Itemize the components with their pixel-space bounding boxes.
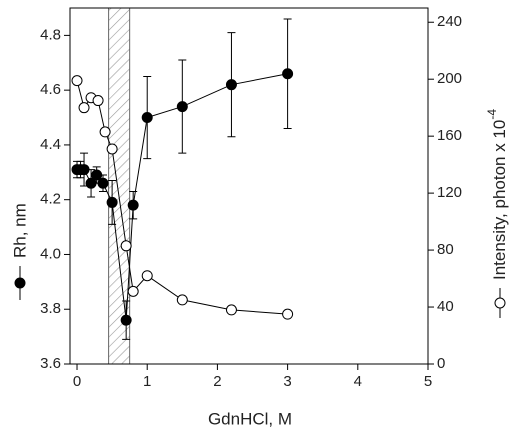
y-tick-label: 4.4 <box>40 136 61 153</box>
data-point <box>99 126 111 138</box>
y-axis-label-group: Rh, nm <box>10 203 29 300</box>
x-tick-label: 4 <box>354 373 362 390</box>
data-point <box>120 240 132 252</box>
x-tick-label: 3 <box>283 373 291 390</box>
y-tick-label: 3.6 <box>40 355 61 372</box>
data-point <box>176 294 188 306</box>
data-point <box>141 112 153 124</box>
data-point <box>225 79 237 91</box>
data-point <box>127 285 139 297</box>
legend-marker <box>494 297 506 309</box>
x-tick-label: 1 <box>143 373 151 390</box>
y2-axis-label-text: Intensity, photon x 10 <box>490 120 509 280</box>
data-point <box>282 68 294 80</box>
data-point <box>106 196 118 208</box>
data-point <box>78 102 90 114</box>
x-tick-label: 0 <box>73 373 81 390</box>
y2-tick-label: 120 <box>437 184 462 201</box>
y2-tick-label: 80 <box>437 241 454 258</box>
data-point <box>176 101 188 113</box>
y2-axis-label-superscript: -4 <box>485 109 499 120</box>
legend-marker <box>14 277 26 289</box>
y2-tick-label: 40 <box>437 298 454 315</box>
plot-frame <box>69 7 429 365</box>
x-tick-label: 5 <box>424 373 432 390</box>
data-point <box>85 177 97 189</box>
y-tick-label: 4.8 <box>40 26 61 43</box>
data-point <box>141 270 153 282</box>
y2-tick-label: 240 <box>437 13 462 30</box>
y2-tick-label: 160 <box>437 127 462 144</box>
data-point <box>120 314 132 326</box>
y-tick-label: 4.6 <box>40 81 61 98</box>
y-tick-label: 3.8 <box>40 300 61 317</box>
data-point <box>91 169 103 181</box>
data-point <box>92 95 104 107</box>
y2-axis-label: Intensity, photon x 10-4 <box>485 109 509 280</box>
y-tick-label: 4.2 <box>40 191 61 208</box>
y-axis-label: Rh, nm <box>10 203 29 258</box>
data-point <box>127 199 139 211</box>
data-point <box>282 308 294 320</box>
data-point <box>106 143 118 155</box>
data-point <box>78 164 90 176</box>
y2-axis-label-group: Intensity, photon x 10-4 <box>485 109 509 318</box>
y2-tick-label: 0 <box>437 355 445 372</box>
y-tick-label: 4.0 <box>40 245 61 262</box>
data-point <box>71 75 83 87</box>
y2-tick-label: 200 <box>437 70 462 87</box>
x-axis-label: GdnHCl, M <box>208 409 292 428</box>
data-point <box>225 304 237 316</box>
data-point <box>97 177 109 189</box>
x-tick-label: 2 <box>213 373 221 390</box>
